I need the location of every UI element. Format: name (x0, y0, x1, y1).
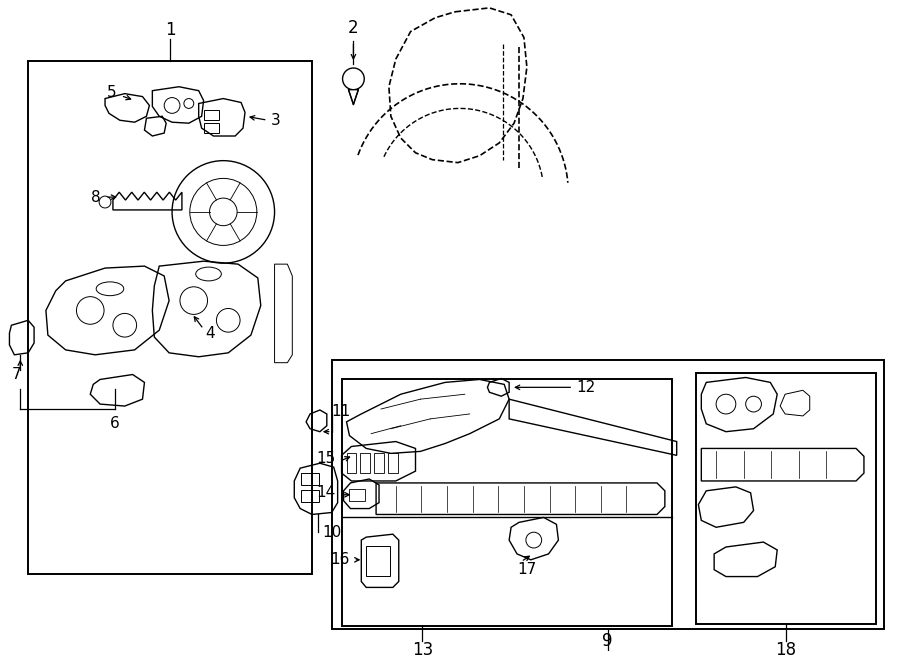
Text: 12: 12 (576, 380, 596, 395)
Text: 1: 1 (165, 20, 176, 38)
Bar (374, 453, 384, 473)
Bar (342, 379, 671, 626)
Text: 18: 18 (776, 641, 796, 658)
Bar (360, 453, 370, 473)
Bar (349, 489, 365, 500)
Text: 16: 16 (330, 553, 349, 567)
Text: 6: 6 (110, 416, 120, 431)
Text: 13: 13 (412, 641, 433, 658)
Text: 15: 15 (317, 451, 336, 466)
Bar (203, 123, 220, 133)
Text: 17: 17 (517, 562, 536, 577)
Bar (28, 61, 312, 574)
Text: 14: 14 (317, 485, 336, 500)
Bar (302, 473, 319, 485)
Text: 5: 5 (107, 85, 117, 100)
Bar (332, 360, 884, 629)
Text: 4: 4 (205, 326, 215, 340)
Bar (388, 453, 398, 473)
Text: 11: 11 (332, 405, 351, 420)
Text: 7: 7 (12, 367, 21, 382)
Bar (203, 110, 220, 120)
Bar (697, 373, 876, 624)
Polygon shape (348, 90, 358, 104)
Bar (366, 546, 390, 576)
Text: 3: 3 (271, 113, 281, 128)
Text: 8: 8 (92, 190, 101, 205)
Bar (346, 453, 356, 473)
Text: 10: 10 (322, 525, 341, 540)
Text: 2: 2 (348, 19, 359, 36)
Bar (302, 490, 319, 502)
Text: 9: 9 (602, 632, 613, 650)
